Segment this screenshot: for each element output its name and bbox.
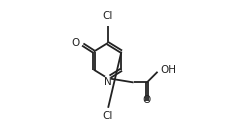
Text: OH: OH [160,65,176,75]
Text: O: O [143,95,151,105]
Text: O: O [72,38,80,48]
Text: Cl: Cl [102,111,113,121]
Text: N: N [104,77,111,87]
Text: Cl: Cl [102,11,113,21]
